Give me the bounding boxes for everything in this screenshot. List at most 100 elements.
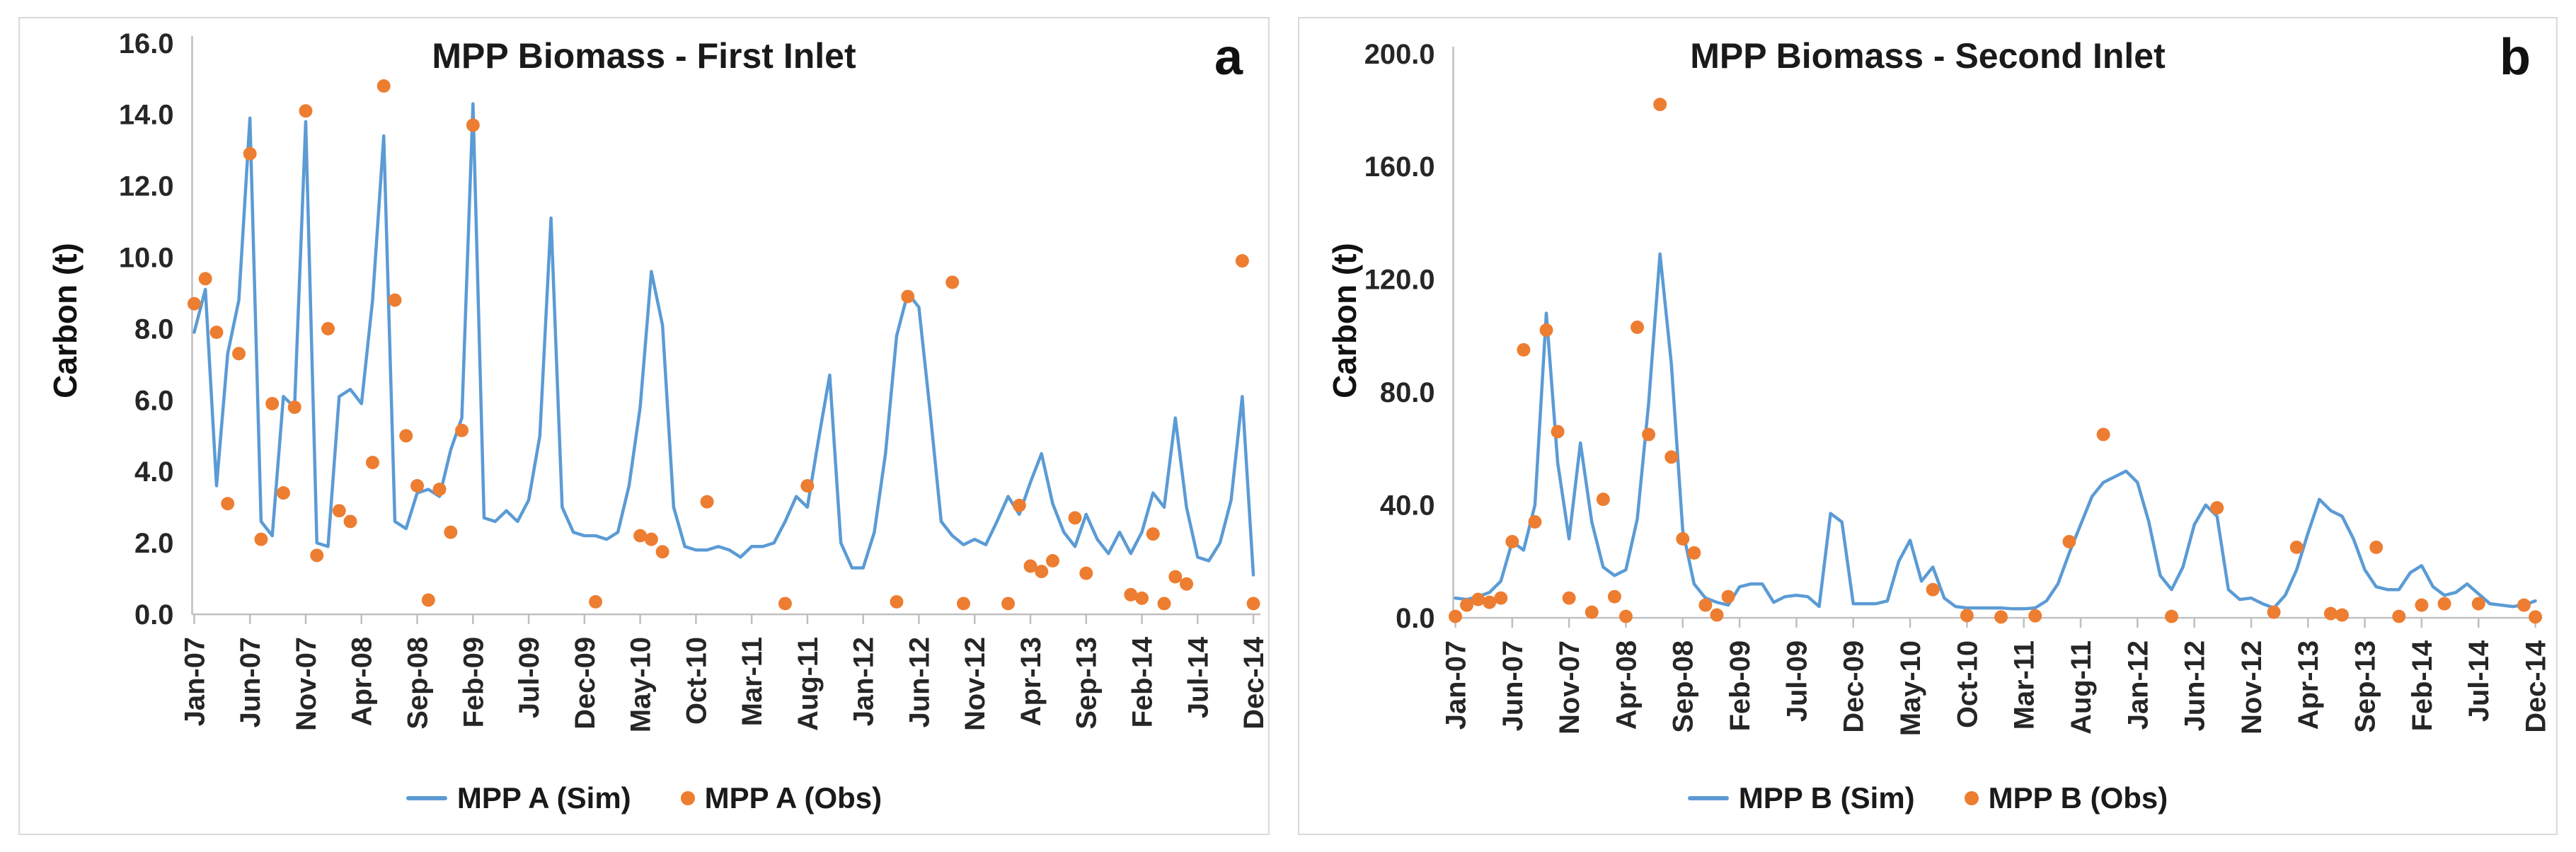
y-tick-label: 14.0 bbox=[119, 100, 174, 131]
obs-point bbox=[2517, 598, 2531, 612]
obs-point bbox=[655, 545, 669, 559]
legend-label: MPP B (Sim) bbox=[1738, 781, 1915, 814]
obs-point bbox=[1551, 425, 1565, 439]
obs-point bbox=[444, 525, 458, 539]
x-tick-label: Feb-14 bbox=[1127, 637, 1158, 727]
obs-point bbox=[432, 483, 447, 496]
obs-point bbox=[1607, 589, 1621, 604]
obs-point bbox=[1460, 598, 1474, 612]
obs-point bbox=[1023, 559, 1037, 573]
x-tick-label: Dec-14 bbox=[2521, 640, 2552, 733]
panel-label-b: b bbox=[2500, 29, 2531, 86]
panel-label-a: a bbox=[1214, 29, 1243, 86]
obs-point bbox=[1664, 450, 1679, 464]
obs-point bbox=[1653, 98, 1667, 112]
x-tick-label: May-10 bbox=[626, 637, 657, 732]
obs-point bbox=[1246, 597, 1260, 611]
obs-point bbox=[2529, 610, 2543, 624]
obs-point bbox=[1012, 498, 1026, 512]
obs-point bbox=[1517, 342, 1531, 357]
obs-point bbox=[1035, 565, 1049, 579]
obs-point bbox=[187, 297, 201, 311]
y-tick-label: 2.0 bbox=[134, 528, 173, 559]
x-tick-label: Aug-11 bbox=[2066, 640, 2097, 735]
obs-point bbox=[945, 275, 960, 289]
obs-point bbox=[410, 479, 425, 493]
obs-point bbox=[1079, 566, 1093, 580]
obs-point bbox=[1146, 527, 1160, 541]
x-tick-label: May-10 bbox=[1895, 640, 1926, 736]
plot-area-a: 0.0 2.0 4.0 6.0 8.0 10.0 12.0 14.0 16.0 Jan-07 Jun… bbox=[119, 28, 1268, 732]
obs-point bbox=[321, 322, 335, 335]
obs-point bbox=[1168, 570, 1183, 584]
x-tick-label: Jan-07 bbox=[179, 637, 210, 726]
obs-point bbox=[466, 118, 480, 132]
obs-point bbox=[365, 456, 379, 470]
x-tick-label: Apr-08 bbox=[347, 637, 378, 726]
obs-point bbox=[2096, 427, 2110, 442]
obs-point bbox=[287, 401, 301, 414]
x-tick-label: Jun-07 bbox=[235, 637, 266, 727]
y-tick-label: 10.0 bbox=[119, 243, 174, 274]
obs-point bbox=[589, 594, 603, 609]
obs-point bbox=[1926, 582, 1940, 597]
obs-point bbox=[254, 532, 268, 546]
obs-point bbox=[2165, 609, 2179, 623]
plot-area-b: 0.0 40.0 80.0 120.0 160.0 200.0 Jan-07 Jun-07 No… bbox=[1364, 39, 2552, 736]
x-tick-label: Mar-11 bbox=[2009, 640, 2040, 730]
x-tick-label: Oct-10 bbox=[1952, 640, 1983, 728]
legend-item-sim-a: MPP A (Sim) bbox=[406, 781, 631, 815]
obs-point bbox=[2369, 540, 2384, 554]
x-tick-label: Jun-12 bbox=[904, 637, 935, 727]
obs-point bbox=[1585, 605, 1599, 619]
legend-label: MPP B (Obs) bbox=[1988, 781, 2168, 814]
obs-point bbox=[332, 504, 346, 518]
obs-point bbox=[1721, 589, 1735, 604]
obs-point bbox=[1157, 597, 1171, 611]
sim-line-series bbox=[1454, 252, 2537, 611]
x-tick-label: Apr-08 bbox=[1611, 640, 1642, 730]
obs-point bbox=[2289, 540, 2304, 554]
x-tick-label: Jul-09 bbox=[514, 637, 545, 718]
y-tick-label: 4.0 bbox=[134, 456, 173, 488]
obs-point bbox=[1676, 531, 1690, 546]
obs-point bbox=[2062, 534, 2076, 548]
obs-point bbox=[956, 597, 970, 611]
obs-point bbox=[1960, 609, 1974, 623]
obs-point bbox=[1631, 321, 1645, 334]
obs-point bbox=[778, 597, 792, 611]
x-tick-label: Jan-12 bbox=[849, 637, 880, 726]
obs-point bbox=[2267, 605, 2281, 619]
chart-panel-a: MPP Biomass - First Inlet a Carbon (t) 0… bbox=[18, 17, 1270, 835]
obs-point bbox=[2471, 597, 2485, 611]
legend-item-obs-b: MPP B (Obs) bbox=[1964, 781, 2168, 815]
y-tick-label: 120.0 bbox=[1364, 265, 1435, 296]
x-tick-label: Jan-07 bbox=[1440, 640, 1471, 730]
obs-point bbox=[1135, 591, 1149, 605]
x-tick-label: Jul-14 bbox=[2463, 640, 2495, 722]
y-tick-label: 40.0 bbox=[1380, 490, 1435, 522]
obs-point bbox=[901, 289, 915, 304]
obs-point bbox=[890, 594, 904, 609]
y-tick-label: 0.0 bbox=[134, 599, 173, 631]
obs-point bbox=[800, 479, 815, 493]
obs-point bbox=[276, 486, 290, 500]
x-tick-label: Jul-14 bbox=[1183, 637, 1214, 718]
obs-point bbox=[2210, 501, 2224, 515]
x-tick-label: Sep-13 bbox=[2350, 640, 2381, 733]
obs-point bbox=[2415, 598, 2429, 612]
obs-point bbox=[299, 104, 313, 118]
x-tick-label: Sep-08 bbox=[1668, 640, 1699, 733]
y-tick-label: 16.0 bbox=[119, 28, 174, 59]
x-tick-label: Nov-12 bbox=[960, 637, 991, 731]
x-tick-label: Mar-11 bbox=[737, 637, 768, 726]
obs-point bbox=[1124, 587, 1138, 601]
obs-point bbox=[221, 497, 235, 511]
obs-point bbox=[1642, 427, 1656, 442]
obs-point bbox=[209, 326, 224, 340]
obs-point bbox=[1698, 598, 1713, 612]
obs-point bbox=[644, 532, 658, 546]
obs-point bbox=[198, 272, 212, 286]
y-tick-label: 200.0 bbox=[1364, 39, 1435, 70]
obs-point bbox=[1483, 595, 1497, 609]
